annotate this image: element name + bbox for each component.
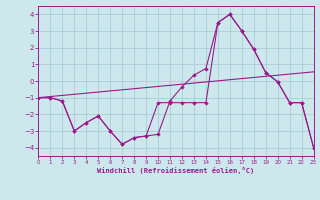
X-axis label: Windchill (Refroidissement éolien,°C): Windchill (Refroidissement éolien,°C)	[97, 167, 255, 174]
